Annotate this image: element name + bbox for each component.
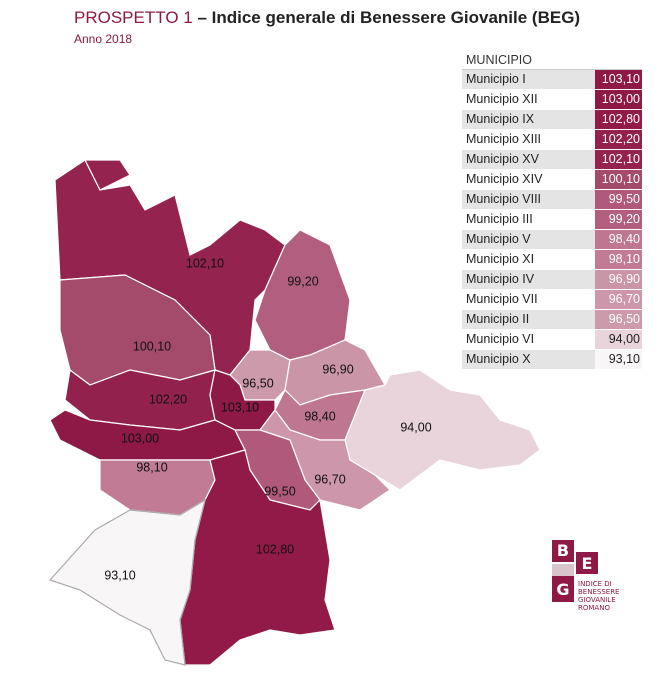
region-label: 98,40 bbox=[304, 409, 335, 423]
table-row: Municipio VII 96,70 bbox=[462, 290, 642, 310]
table-row: Municipio III 99,20 bbox=[462, 210, 642, 230]
title-text: – Indice generale di Benessere Giovanile… bbox=[197, 8, 581, 27]
municipio-name: Municipio X bbox=[462, 350, 595, 369]
table-row: Municipio II 96,50 bbox=[462, 310, 642, 330]
municipio-name: Municipio VI bbox=[466, 332, 535, 346]
municipio-value: 102,20 bbox=[594, 130, 642, 149]
municipio-name: Municipio XV bbox=[462, 150, 595, 169]
municipio-value: 103,00 bbox=[594, 90, 642, 109]
region bbox=[48, 498, 206, 666]
logo-text: ROMANO bbox=[578, 604, 610, 612]
municipio-name: Municipio XII bbox=[466, 92, 538, 106]
region-label: 99,50 bbox=[264, 484, 295, 498]
subtitle: Anno 2018 bbox=[74, 32, 133, 46]
logo-text: BENESSERE bbox=[578, 588, 619, 596]
municipio-value: 99,20 bbox=[594, 210, 642, 229]
region-label: 100,10 bbox=[133, 339, 171, 353]
region-label: 103,00 bbox=[121, 431, 159, 445]
municipio-name: Municipio I bbox=[462, 70, 595, 89]
title: PROSPETTO 1 – Indice generale di Benesse… bbox=[74, 8, 580, 28]
logo-text: INDICE DI bbox=[578, 580, 612, 588]
table-row: Municipio XIV 100,10 bbox=[462, 170, 642, 190]
municipio-name: Municipio VIII bbox=[462, 190, 595, 209]
municipio-value: 96,70 bbox=[594, 290, 642, 309]
region-label: 102,80 bbox=[256, 542, 294, 556]
municipio-name: Municipio XIV bbox=[466, 172, 543, 186]
table-row: Municipio XII 103,00 bbox=[462, 90, 642, 110]
table-row: Municipio V 98,40 bbox=[462, 230, 642, 250]
table-row: Municipio XIII 102,20 bbox=[462, 130, 642, 150]
municipio-name: Municipio II bbox=[462, 310, 595, 329]
region bbox=[84, 159, 131, 191]
logo-letter: G bbox=[556, 580, 569, 599]
municipio-name: Municipio VII bbox=[466, 292, 538, 306]
municipio-value: 99,50 bbox=[594, 190, 642, 209]
table: MUNICIPIO Municipio I 103,10 Municipio XII… bbox=[462, 52, 642, 370]
municipio-value: 98,40 bbox=[594, 230, 642, 249]
region-label: 96,50 bbox=[242, 376, 273, 390]
region-label: 103,10 bbox=[221, 400, 259, 414]
region-label: 102,10 bbox=[186, 256, 224, 270]
logo-box bbox=[576, 552, 598, 574]
table-row: Municipio XV 102,10 bbox=[462, 150, 642, 170]
region-label: 96,70 bbox=[314, 472, 345, 486]
table-row: Municipio VIII 99,50 bbox=[462, 190, 642, 210]
title-prefix: PROSPETTO 1 bbox=[74, 8, 193, 27]
logo-box bbox=[552, 576, 574, 602]
table-row: Municipio VI 94,00 bbox=[462, 330, 642, 350]
municipio-value: 102,80 bbox=[594, 110, 642, 129]
table-row: Municipio IX 102,80 bbox=[462, 110, 642, 130]
municipio-name: Municipio XI bbox=[466, 252, 535, 266]
table-row: Municipio IV 96,90 bbox=[462, 270, 642, 290]
municipio-name: Municipio IV bbox=[462, 270, 595, 289]
region-label: 94,00 bbox=[400, 420, 431, 434]
municipio-value: 94,00 bbox=[594, 330, 642, 349]
logo: B E G INDICE DI BENESSERE GIOVANILE ROMA… bbox=[552, 540, 619, 612]
municipio-value: 102,10 bbox=[594, 150, 642, 169]
region bbox=[344, 369, 541, 491]
municipio-value: 93,10 bbox=[594, 350, 642, 369]
municipio-name: Municipio V bbox=[462, 230, 595, 249]
table-header: MUNICIPIO bbox=[462, 52, 642, 70]
table-row: Municipio I 103,10 bbox=[462, 70, 642, 90]
region-label: 99,20 bbox=[287, 274, 318, 288]
municipio-value: 100,10 bbox=[594, 170, 642, 189]
region-label: 96,90 bbox=[322, 362, 353, 376]
municipio-name: Municipio III bbox=[466, 212, 533, 226]
region-label: 102,20 bbox=[149, 392, 187, 406]
logo-letter: E bbox=[582, 554, 593, 573]
municipio-value: 98,10 bbox=[594, 250, 642, 269]
logo-text: GIOVANILE bbox=[578, 596, 616, 604]
municipio-value: 103,10 bbox=[594, 70, 642, 89]
table-body: Municipio I 103,10 Municipio XII 103,00 Muni… bbox=[462, 70, 642, 370]
municipio-value: 96,50 bbox=[594, 310, 642, 329]
region-label: 93,10 bbox=[104, 568, 135, 582]
logo-box bbox=[552, 540, 574, 562]
municipio-name: Municipio IX bbox=[462, 110, 595, 129]
logo-letter: B bbox=[557, 541, 569, 560]
municipio-value: 96,90 bbox=[594, 270, 642, 289]
table-row: Municipio XI 98,10 bbox=[462, 250, 642, 270]
table-row: Municipio X 93,10 bbox=[462, 350, 642, 370]
region-label: 98,10 bbox=[136, 460, 167, 474]
municipio-name: Municipio XIII bbox=[466, 132, 542, 146]
